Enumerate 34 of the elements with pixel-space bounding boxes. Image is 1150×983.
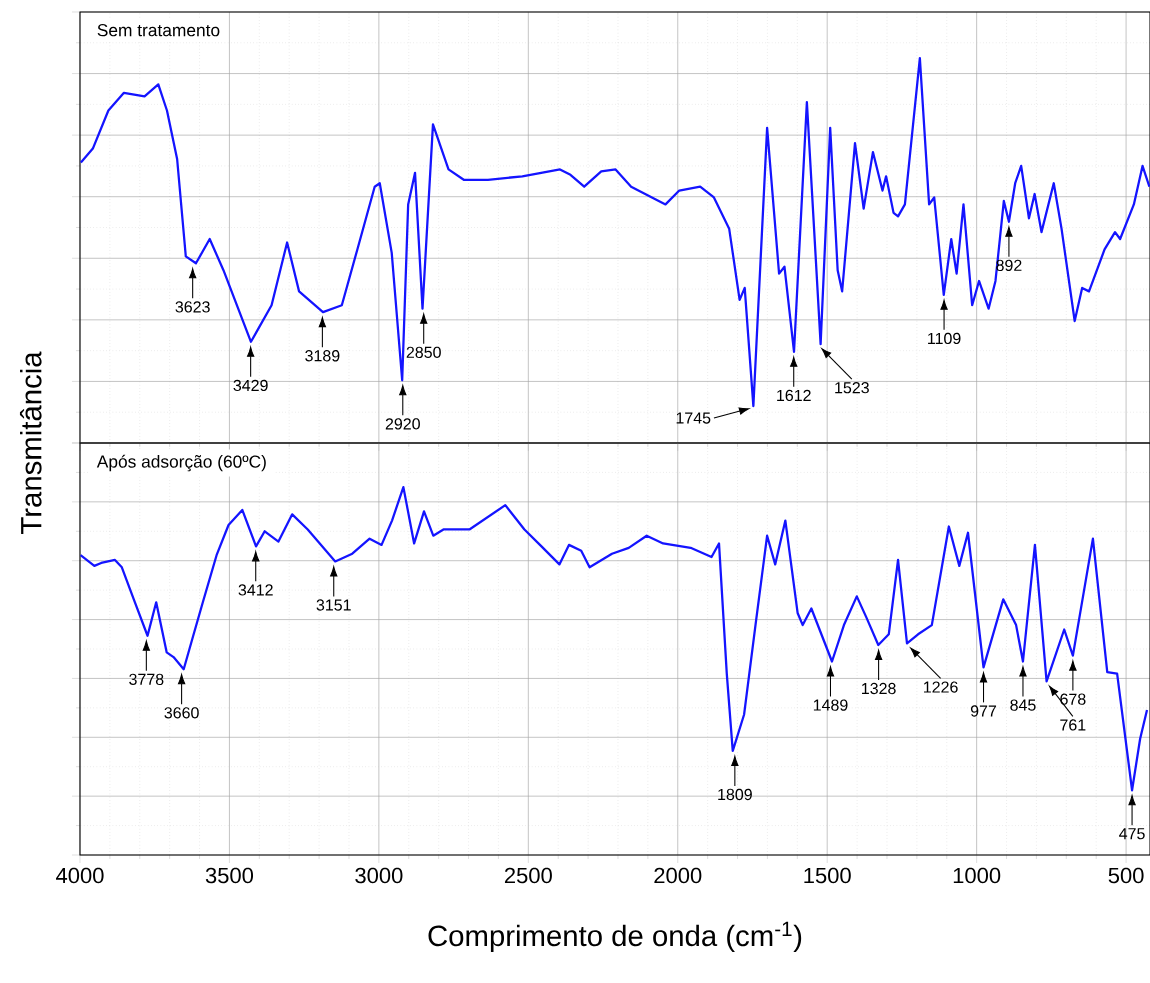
annotation: 2850 [406,346,441,358]
annotation: 3189 [305,350,340,362]
x-axis-title: Comprimento de onda (cm$^{-1}$) [428,921,802,953]
y-axis-title: Transmitância [19,351,42,534]
annotation: 3429 [233,379,268,392]
chart-title: Após adsorção (60ºC) [96,454,266,472]
annotation: 678 [1060,693,1086,705]
annotation: 1523 [835,382,869,394]
annotation: 845 [1010,699,1036,711]
annotation: 761 [1060,719,1086,731]
x-tick-label: 500 [1108,867,1144,884]
annotation: 977 [970,705,997,717]
annotation: 1226 [924,681,958,693]
annotation: 1489 [813,699,848,711]
annotation: 3151 [316,599,351,611]
annotation: 3660 [164,707,199,719]
annotation: 1109 [928,332,961,345]
annotation: 475 [1119,828,1145,840]
x-tick-label: 3500 [205,867,254,884]
x-tick-label: 4000 [56,867,104,884]
annotation: 1745 [676,412,711,424]
chart-title: Sem tratamento [97,24,220,37]
annotation: 1328 [862,682,896,695]
annotation: 2920 [385,418,420,430]
x-tick-label: 3000 [355,867,403,884]
annotation: 3778 [129,673,164,685]
x-tick-label: 1500 [804,867,851,884]
annotation: 3412 [238,584,273,596]
x-tick-label: 2000 [654,867,702,884]
annotation: 1809 [718,788,752,801]
x-tick-label: 1000 [953,867,1001,884]
annotation: 1612 [777,389,811,402]
x-tick-label: 2500 [504,867,552,884]
annotation: 3623 [175,301,210,313]
